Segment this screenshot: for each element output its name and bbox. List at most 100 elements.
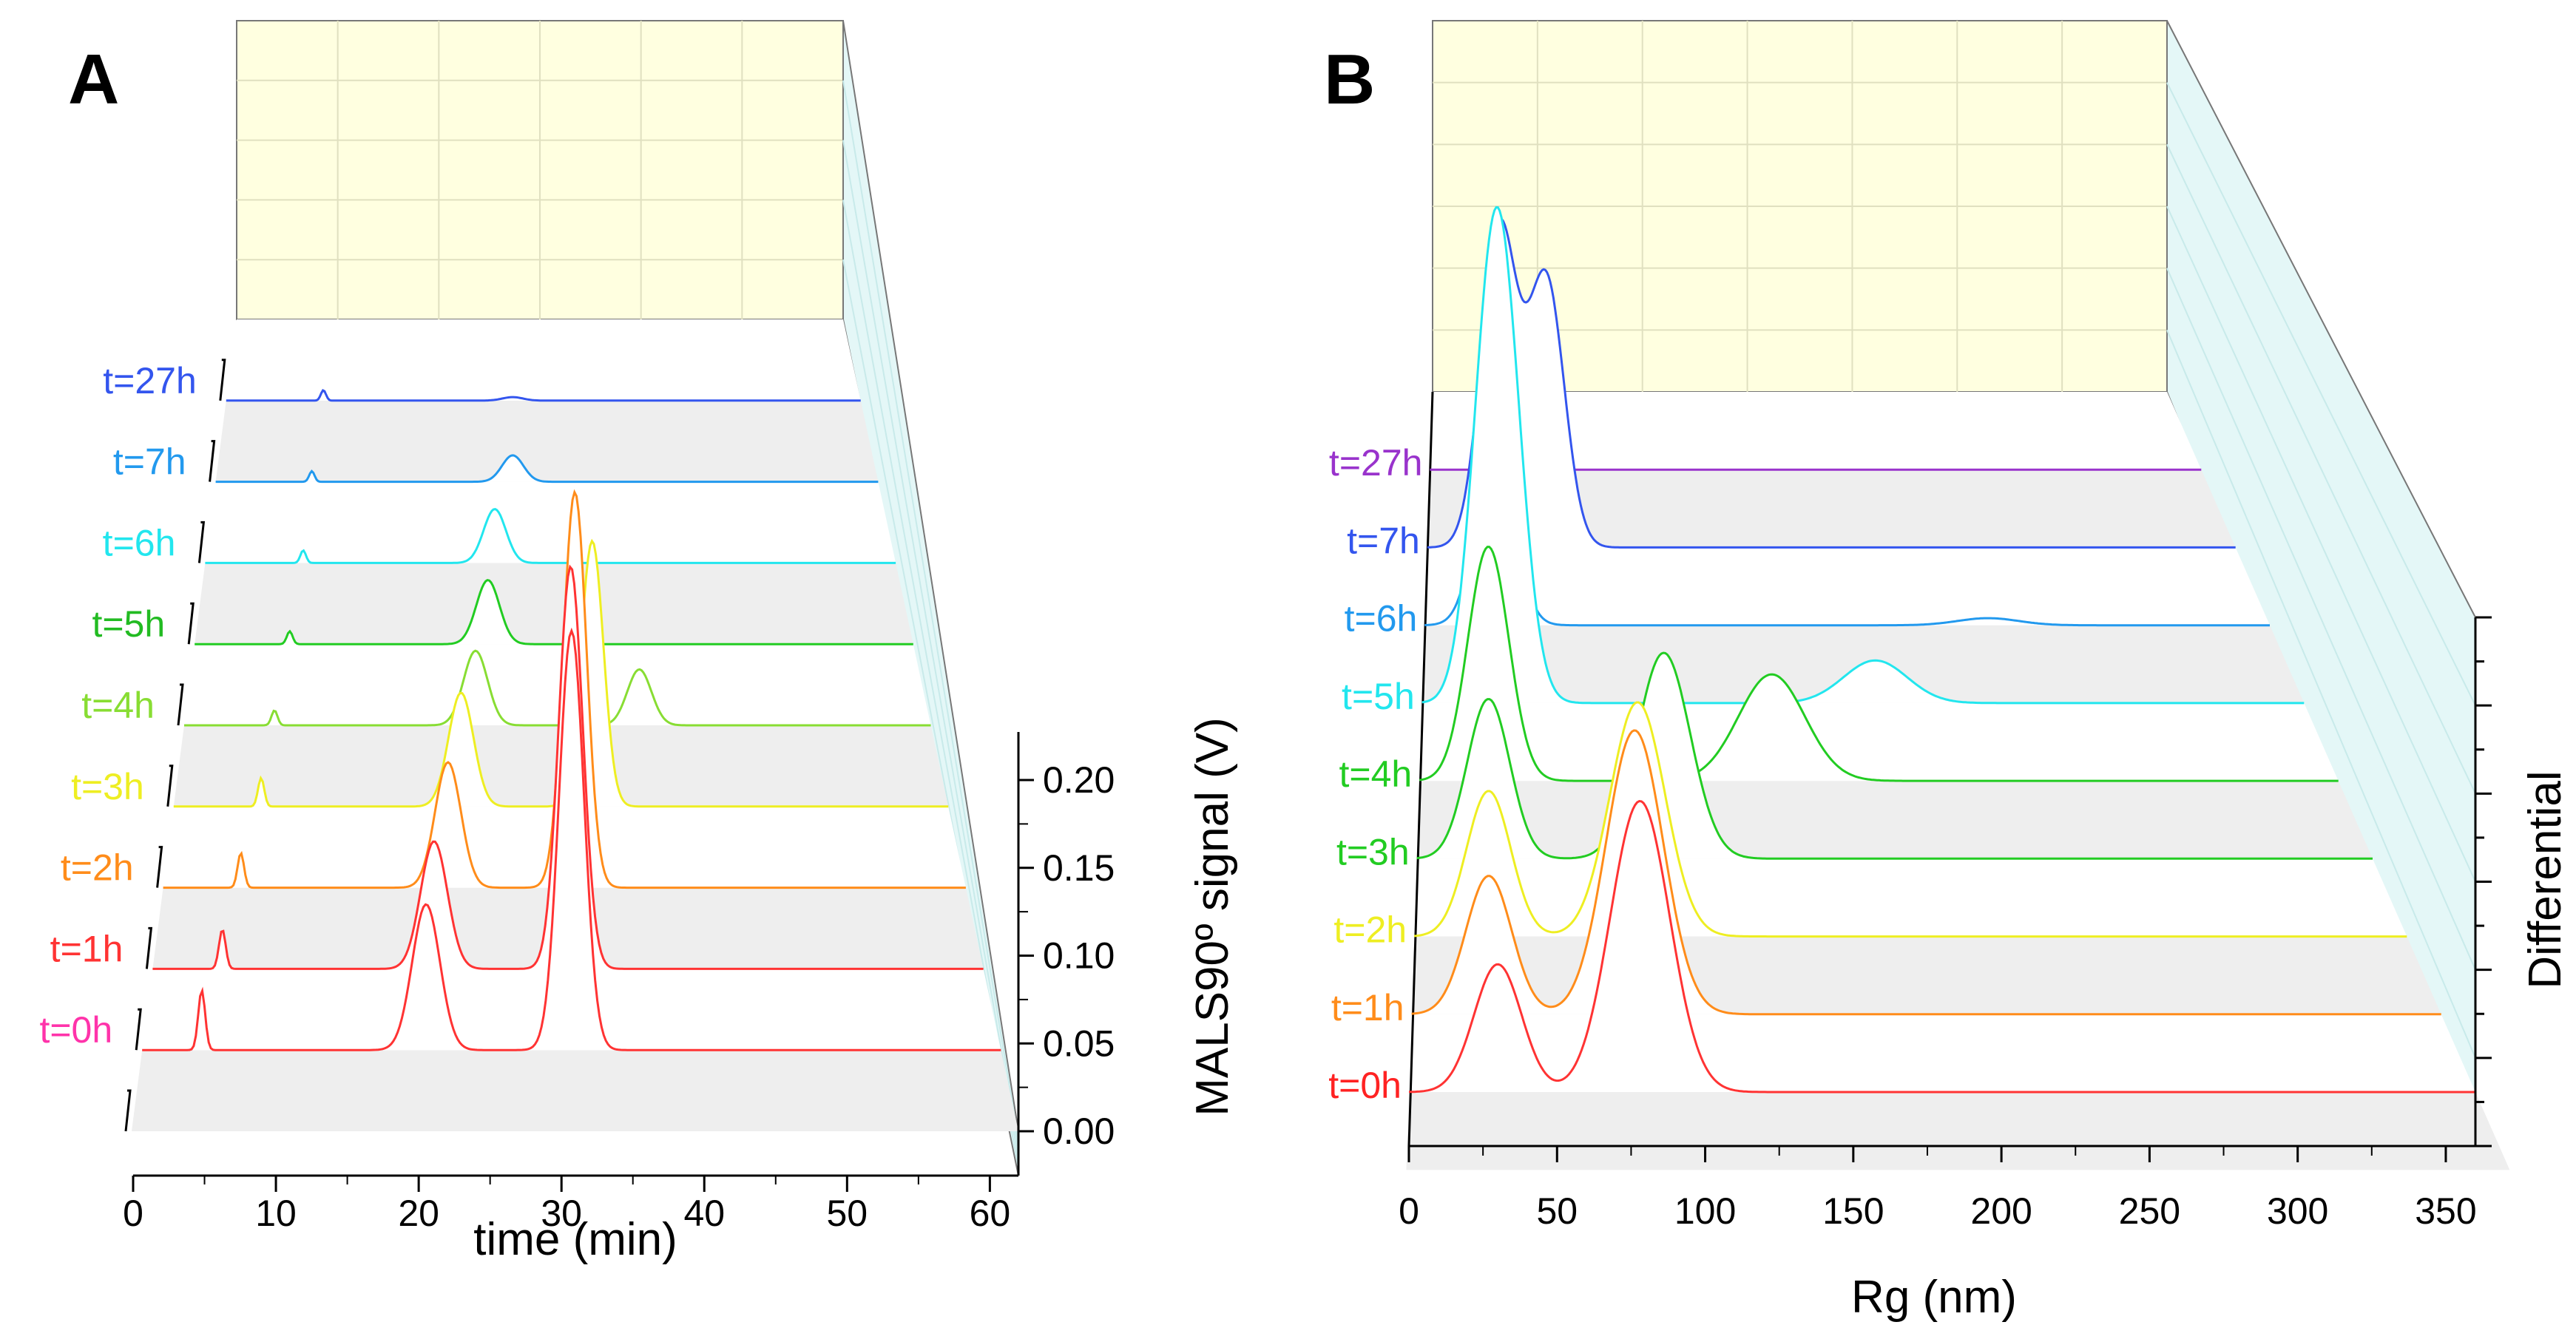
trace-t=1h — [152, 564, 984, 970]
panel-a-y-axis-title: MALS90º signal (V) — [1187, 717, 1238, 1116]
trace-t=6h — [1424, 447, 2270, 627]
series-label: t=3h — [71, 766, 144, 807]
panel-b-y-axis-title: Differential — [2520, 770, 2571, 989]
panel-a-series-labels: t=0h t=1h t=2h t=3h t=4h t=5h t=6h t=7h t=27h — [39, 360, 196, 1051]
panel-a-letter: A — [68, 40, 119, 119]
trace-t=3h — [1416, 651, 2373, 860]
floor-band — [1414, 858, 2407, 937]
side-grid-line — [842, 80, 1019, 1141]
trace-t=0h — [1409, 799, 2475, 1094]
row-bracket — [166, 765, 174, 807]
x-tick-label: 100 — [1674, 1190, 1736, 1232]
series-label: t=5h — [92, 603, 165, 645]
panel-a-traces — [142, 389, 1001, 1051]
side-grid-line — [2166, 143, 2476, 794]
trace-t=0h — [142, 627, 1001, 1051]
series-label: t=3h — [1336, 831, 1410, 872]
side-grid-line — [2166, 329, 2476, 1059]
x-tick-label: 250 — [2119, 1190, 2180, 1232]
trace-t=7h — [1427, 217, 2236, 549]
trace-t=4h — [184, 649, 931, 727]
panel-a-x-axis: 0 10 20 30 40 50 60 — [123, 1174, 1018, 1234]
panel-b-letter: B — [1324, 40, 1375, 119]
panel-b: B t=0ht=1ht=2ht=3ht=4ht=5ht=6ht=7ht=27h … — [1324, 20, 2571, 1323]
side-grid-line — [2166, 206, 2476, 882]
panel-b-x-axis: 0 50 100 150 200 250 300 350 — [1399, 1145, 2477, 1232]
trace-t=4h — [1419, 546, 2339, 782]
trace-t=5h — [195, 578, 913, 645]
series-label: t=5h — [1342, 676, 1415, 717]
floor-band — [184, 644, 931, 725]
y-tick-label: 0.10 — [1043, 935, 1115, 977]
trace-fill — [142, 631, 1001, 1051]
floor-left-axis — [1407, 391, 1434, 1147]
series-label: t=2h — [1333, 909, 1407, 951]
x-tick-label: 0 — [1399, 1190, 1419, 1232]
y-tick-label: 0.00 — [1043, 1111, 1115, 1152]
floor-band — [195, 563, 913, 645]
trace-t=5h — [1421, 206, 2305, 705]
y-tick-label: 0.20 — [1043, 759, 1115, 801]
y-tick-label: 0.05 — [1043, 1023, 1115, 1064]
trace-t=6h — [205, 508, 896, 564]
panel-b-side-grid — [2166, 82, 2476, 1059]
row-bracket — [156, 846, 163, 888]
floor-band — [132, 1050, 1018, 1131]
panel-a-back-grid — [237, 21, 843, 319]
panel-a-y-axis: 0.00 0.05 0.10 0.15 0.20 — [1017, 732, 1115, 1176]
series-label: t=4h — [1339, 753, 1413, 795]
y-tick-label: 0.15 — [1043, 847, 1115, 889]
series-label: t=6h — [103, 522, 176, 563]
floor-band — [1419, 702, 2339, 782]
floor-band — [1430, 392, 2202, 470]
series-label: t=7h — [1347, 520, 1420, 561]
series-label: t=0h — [39, 1009, 112, 1051]
panel-b-series-labels: t=0h t=1h t=2h t=3h t=4h t=5h t=6h t=7h t=27h — [1328, 442, 1422, 1106]
series-label: t=7h — [113, 441, 186, 483]
row-bracket — [197, 521, 206, 563]
panel-b-traces — [1409, 206, 2475, 1094]
side-grid-line — [2166, 82, 2476, 706]
floor-band — [205, 481, 896, 563]
x-tick-label: 10 — [255, 1193, 297, 1234]
panel-b-y-axis — [2474, 616, 2492, 1148]
trace-fill — [1419, 546, 2339, 782]
trace-t=27h — [226, 389, 861, 402]
x-tick-label: 150 — [1822, 1190, 1884, 1232]
x-tick-label: 200 — [1970, 1190, 2032, 1232]
floor-band — [1406, 1092, 2510, 1170]
x-tick-label: 350 — [2415, 1190, 2476, 1232]
floor-band — [1424, 547, 2270, 626]
row-bracket — [177, 683, 184, 726]
row-bracket — [145, 926, 153, 969]
x-tick-label: 40 — [683, 1193, 725, 1234]
side-grid-line — [842, 140, 1019, 1150]
trace-t=2h — [1413, 701, 2407, 938]
series-label: t=0h — [1328, 1065, 1402, 1106]
floor-band — [215, 400, 879, 482]
side-grid-line — [2166, 268, 2476, 971]
series-label: t=1h — [50, 928, 124, 969]
row-bracket — [209, 440, 216, 482]
x-tick-label: 50 — [827, 1193, 868, 1234]
x-tick-label: 60 — [970, 1193, 1011, 1234]
panel-a: A t=0ht=1ht=2ht=3ht=4ht=5ht=6ht=7ht=27h … — [39, 20, 1238, 1265]
x-tick-label: 50 — [1536, 1190, 1578, 1232]
series-label: t=2h — [61, 847, 134, 889]
x-tick-label: 20 — [398, 1193, 439, 1234]
series-label: t=27h — [103, 360, 197, 401]
x-tick-label: 30 — [541, 1193, 582, 1234]
floor-band — [1427, 470, 2236, 548]
trace-t=1h — [1411, 729, 2441, 1016]
row-bracket — [219, 359, 226, 401]
trace-fill — [1409, 801, 2475, 1092]
trace-t=7h — [215, 454, 879, 484]
row-bracket — [187, 602, 195, 645]
series-label: t=1h — [1331, 987, 1404, 1028]
row-bracket — [124, 1089, 132, 1132]
series-label: t=4h — [81, 685, 155, 726]
floor-band — [226, 319, 861, 401]
row-bracket — [135, 1008, 142, 1051]
series-label: t=6h — [1345, 598, 1418, 640]
